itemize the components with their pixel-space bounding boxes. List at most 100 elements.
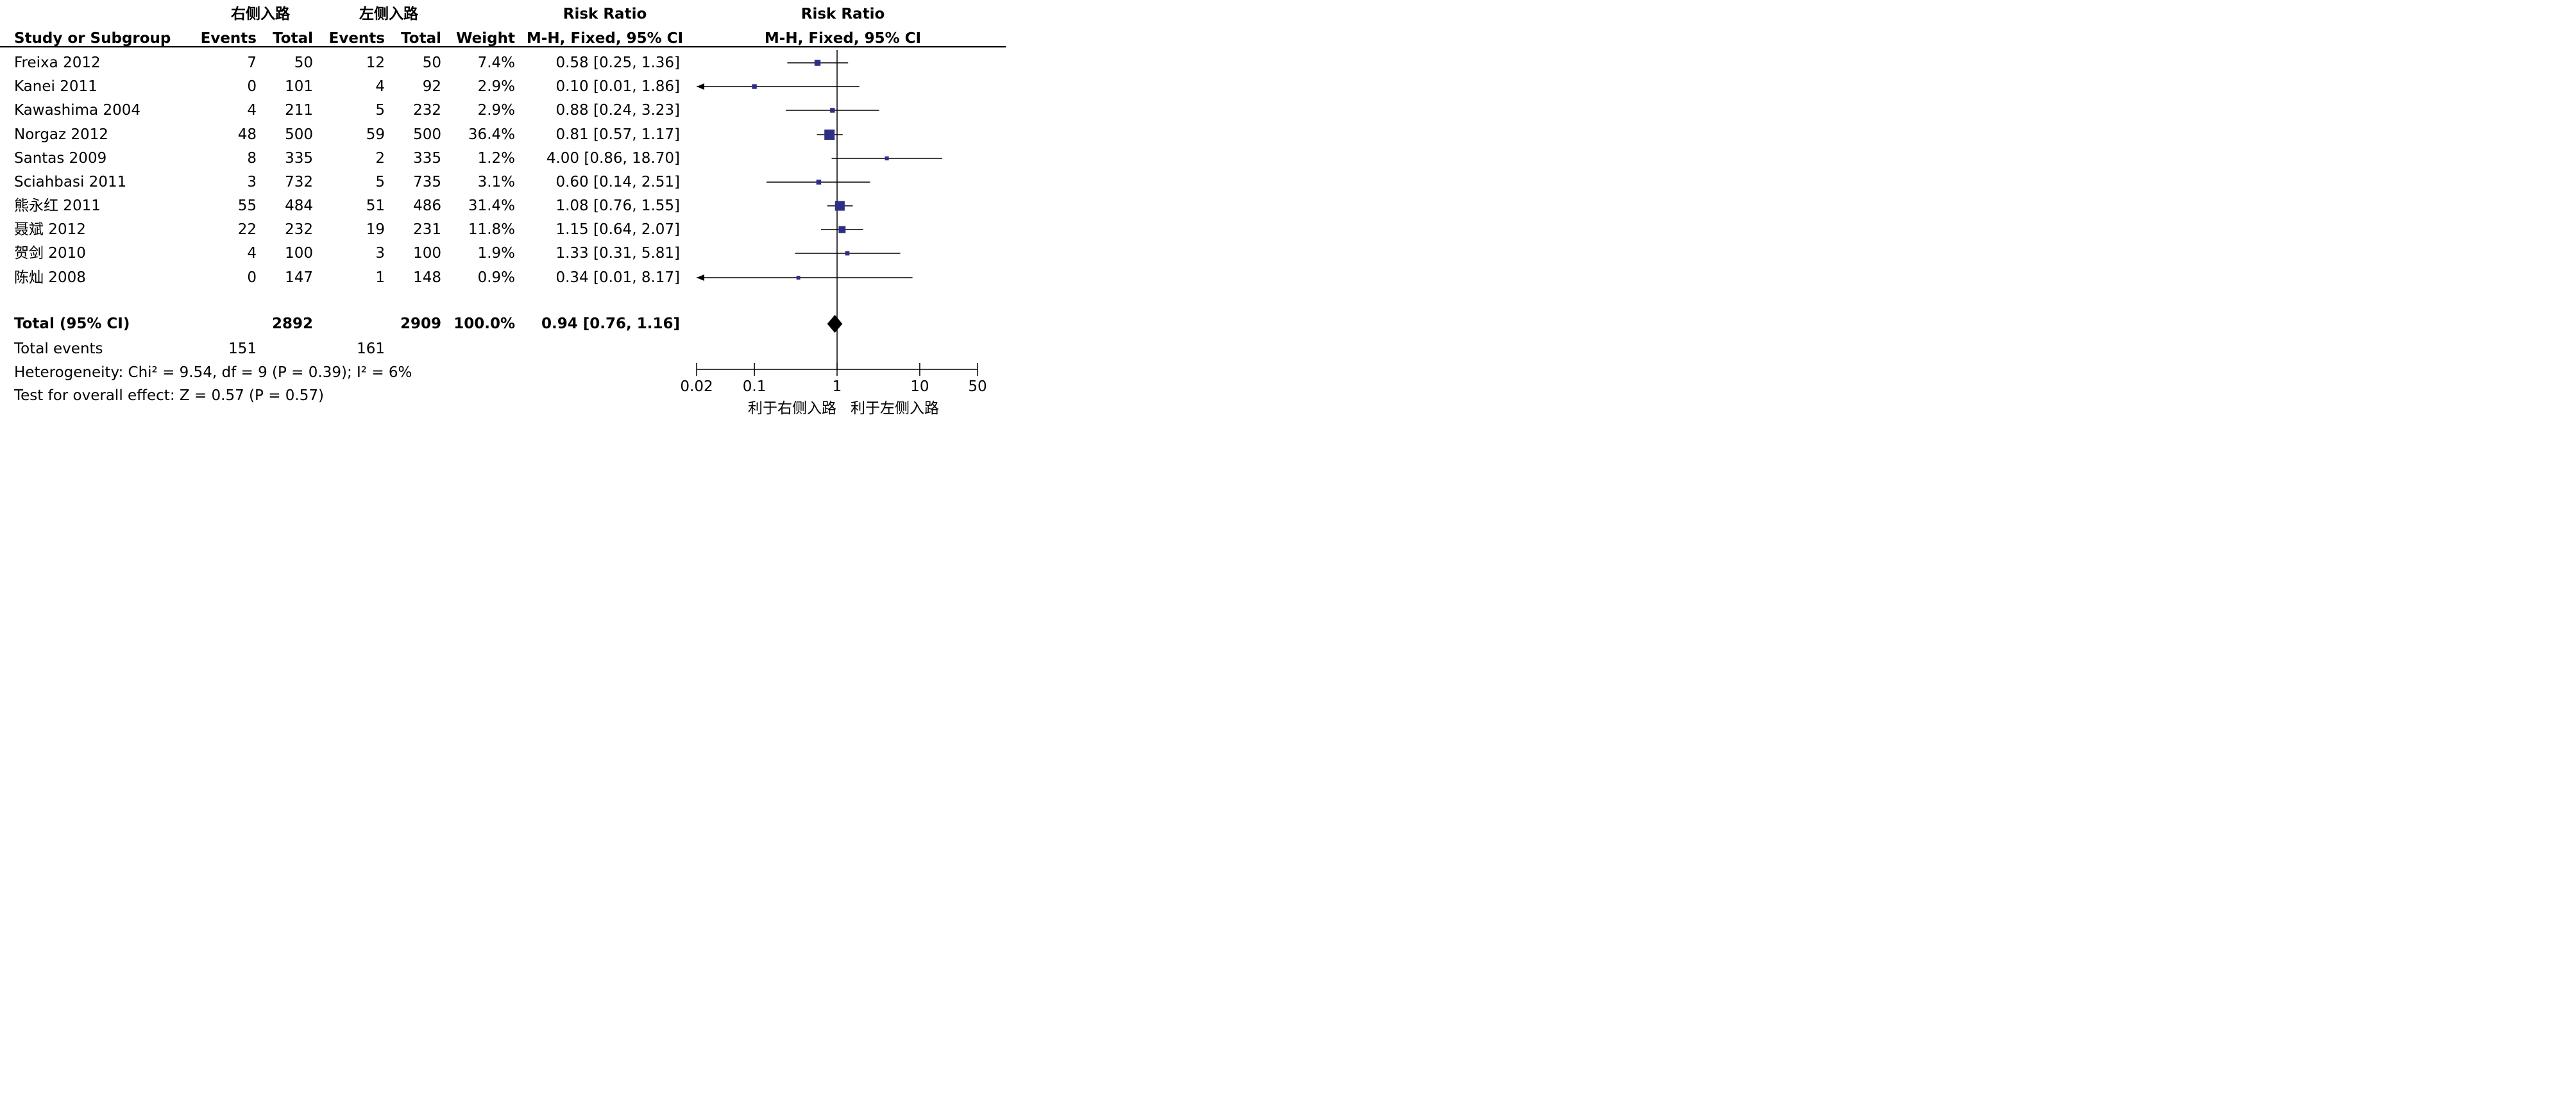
col-study: Study or Subgroup (14, 30, 171, 47)
events-right: 48 (237, 126, 257, 143)
total-right: 232 (285, 221, 313, 238)
col-events-left: Events (328, 30, 385, 47)
study-square (845, 251, 850, 256)
events-left: 5 (375, 174, 385, 190)
study-name: Norgaz 2012 (14, 126, 108, 143)
total-left: 100 (413, 245, 441, 262)
risk-ratio-ci: 1.33 [0.31, 5.81] (555, 245, 680, 262)
study-square (838, 226, 846, 233)
events-left: 2 (375, 150, 385, 167)
total-right: 732 (285, 174, 313, 190)
x-tick-label: 1 (833, 378, 842, 395)
events-right: 8 (247, 150, 257, 167)
favours-left-label: 利于左侧入路 (851, 400, 939, 417)
study-square (830, 108, 835, 113)
study-name: 聂斌 2012 (14, 221, 86, 238)
total-weight: 100.0% (453, 316, 515, 332)
total-total-left: 2909 (400, 316, 441, 332)
total-left: 500 (413, 126, 441, 143)
events-left: 51 (366, 198, 385, 214)
study-square (816, 180, 822, 185)
study-square (885, 156, 889, 161)
total-events-right: 151 (228, 341, 257, 357)
total-right: 500 (285, 126, 313, 143)
events-right: 0 (247, 78, 257, 95)
plot-title: Risk Ratio (801, 6, 885, 22)
col-total-left: Total (401, 30, 441, 47)
weight: 31.4% (468, 198, 515, 214)
events-right: 0 (247, 269, 257, 286)
events-left: 4 (375, 78, 385, 95)
col-total-right: Total (273, 30, 313, 47)
plot-method: M-H, Fixed, 95% CI (764, 30, 922, 47)
rr-title: Risk Ratio (563, 6, 647, 22)
total-right: 147 (285, 269, 313, 286)
study-square (835, 201, 845, 211)
events-left: 19 (366, 221, 385, 238)
study-name: Santas 2009 (14, 150, 107, 167)
risk-ratio-ci: 0.81 [0.57, 1.17] (555, 126, 680, 143)
events-left: 3 (375, 245, 385, 262)
ci-arrow (697, 274, 704, 281)
total-left: 148 (413, 269, 441, 286)
study-square (796, 276, 801, 280)
x-tick-label: 10 (910, 378, 929, 395)
study-name: Freixa 2012 (14, 55, 101, 71)
events-left: 59 (366, 126, 385, 143)
risk-ratio-ci: 1.08 [0.76, 1.55] (555, 198, 680, 214)
x-tick-label: 50 (968, 378, 987, 395)
weight: 0.9% (477, 269, 515, 286)
total-right: 50 (294, 55, 313, 71)
events-left: 12 (366, 55, 385, 71)
rr-method: M-H, Fixed, 95% CI (526, 30, 684, 47)
study-name: 熊永红 2011 (14, 198, 101, 214)
total-label: Total (95% CI) (14, 316, 130, 332)
weight: 2.9% (477, 78, 515, 95)
group-left-header: 左侧入路 (359, 6, 418, 22)
study-name: Kawashima 2004 (14, 102, 140, 119)
total-left: 486 (413, 198, 441, 214)
study-square (814, 60, 821, 66)
total-right: 335 (285, 150, 313, 167)
total-right: 211 (285, 102, 313, 119)
col-events-right: Events (200, 30, 257, 47)
total-right: 100 (285, 245, 313, 262)
study-name: 贺剑 2010 (14, 245, 86, 262)
weight: 36.4% (468, 126, 515, 143)
total-left: 735 (413, 174, 441, 190)
weight: 1.2% (477, 150, 515, 167)
total-left: 92 (422, 78, 441, 95)
events-right: 3 (247, 174, 257, 190)
events-left: 1 (375, 269, 385, 286)
risk-ratio-ci: 0.88 [0.24, 3.23] (555, 102, 680, 119)
events-left: 5 (375, 102, 385, 119)
risk-ratio-ci: 4.00 [0.86, 18.70] (546, 150, 680, 167)
ci-arrow (697, 83, 704, 90)
group-right-header: 右侧入路 (231, 6, 290, 22)
total-left: 232 (413, 102, 441, 119)
events-right: 55 (237, 198, 257, 214)
total-left: 231 (413, 221, 441, 238)
total-right: 484 (285, 198, 313, 214)
total-events-label: Total events (14, 341, 103, 357)
x-tick-label: 0.02 (680, 378, 713, 395)
risk-ratio-ci: 0.60 [0.14, 2.51] (555, 174, 680, 190)
total-right: 101 (285, 78, 313, 95)
study-square (752, 84, 757, 89)
total-left: 335 (413, 150, 441, 167)
study-name: 陈灿 2008 (14, 269, 86, 286)
risk-ratio-ci: 0.34 [0.01, 8.17] (555, 269, 680, 286)
col-weight: Weight (456, 30, 515, 47)
risk-ratio-ci: 0.58 [0.25, 1.36] (555, 55, 680, 71)
x-tick-label: 0.1 (743, 378, 767, 395)
risk-ratio-ci: 1.15 [0.64, 2.07] (555, 221, 680, 238)
pooled-diamond (827, 315, 843, 333)
study-name: Kanei 2011 (14, 78, 97, 95)
events-right: 4 (247, 102, 257, 119)
study-square (824, 130, 835, 140)
risk-ratio-ci: 0.10 [0.01, 1.86] (555, 78, 680, 95)
study-name: Sciahbasi 2011 (14, 174, 127, 190)
total-left: 50 (422, 55, 441, 71)
events-right: 7 (247, 55, 257, 71)
